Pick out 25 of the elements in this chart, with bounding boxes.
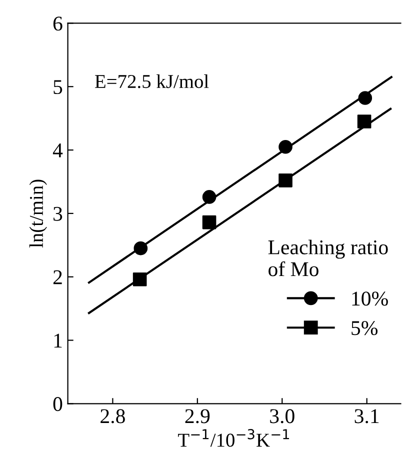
legend-title: Leaching ratio of Mo [268, 240, 388, 276]
x-tick-label: 2.9 [185, 409, 210, 424]
y-tick-label: 2 [53, 270, 62, 284]
y-tick-label: 4 [52, 144, 63, 158]
point [202, 190, 216, 204]
legend-label: 10% [352, 292, 388, 306]
point [202, 215, 216, 230]
legend-label: 5% [352, 321, 378, 336]
y-tick-label: 0 [53, 397, 62, 412]
x-tick-label: 3.0 [270, 409, 294, 424]
y-tick-label: 3 [54, 206, 62, 221]
point [278, 174, 292, 188]
point [357, 114, 372, 128]
y-tick-label: 6 [53, 16, 62, 31]
x-tick-label: 2.8 [100, 409, 125, 424]
y-tick-label: 1 [54, 334, 62, 348]
y-tick-label: 5 [54, 80, 62, 94]
x-tick-label: 3.1 [354, 409, 379, 424]
y-axis-title: ln(t/min) [29, 180, 47, 248]
point [132, 272, 147, 286]
annotation: E=72.5 kJ/mol [95, 74, 209, 88]
x-axis-title: T$^{−1}$/10$^{−3}$K$^{−1}$ [178, 429, 290, 447]
point [278, 140, 292, 154]
point [358, 91, 372, 105]
point [134, 241, 148, 256]
